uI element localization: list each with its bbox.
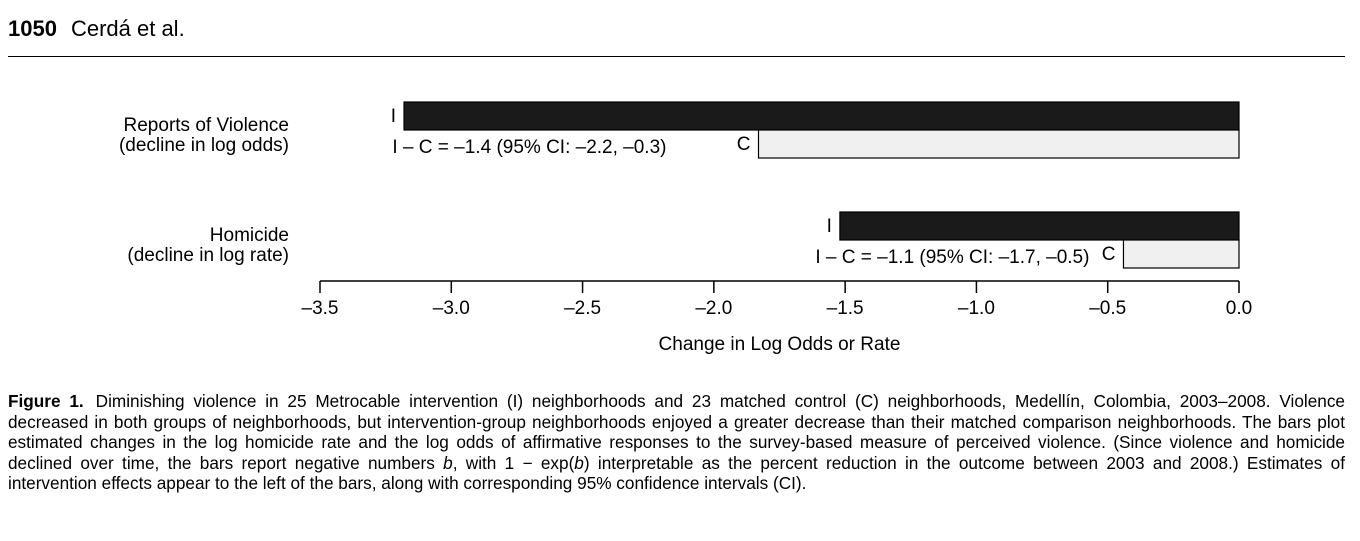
effect-annotation: I – C = –1.4 (95% CI: –2.2, –0.3)	[392, 137, 666, 158]
figure-label: Figure 1.	[8, 391, 84, 411]
category-label: (decline in log rate)	[127, 245, 289, 266]
author-line: Cerdá et al.	[70, 16, 185, 41]
x-tick-label: 0.0	[1226, 298, 1252, 319]
bar-label-c: C	[1102, 244, 1116, 265]
caption-var-b-2: b	[574, 452, 584, 473]
bar-i	[839, 211, 1240, 241]
category-label: Reports of Violence	[124, 115, 289, 136]
category-label: Homicide	[210, 225, 289, 246]
page-number: 1050	[8, 16, 57, 41]
bar-c	[1122, 239, 1240, 269]
bar-label-c: C	[737, 134, 751, 155]
caption-text-3: ) interpretable as the percent reduction…	[8, 452, 1345, 494]
caption-text-1: Diminishing violence in 25 Metrocable in…	[8, 391, 1345, 473]
bar-c	[757, 129, 1240, 159]
effect-annotation: I – C = –1.1 (95% CI: –1.7, –0.5)	[815, 247, 1089, 268]
x-tick-label: –2.5	[564, 298, 601, 319]
x-tick-label: –0.5	[1089, 298, 1126, 319]
x-tick-label: –3.0	[433, 298, 470, 319]
x-tick-label: –1.0	[958, 298, 995, 319]
x-axis-title: Change in Log Odds or Rate	[659, 334, 901, 355]
category-label: (decline in log odds)	[119, 135, 289, 156]
header-rule	[8, 56, 1345, 57]
bar-label-i: I	[391, 106, 396, 127]
x-tick-label: –3.5	[302, 298, 339, 319]
caption-text-2: , with 1 − exp(	[452, 452, 575, 473]
caption-var-b-1: b	[443, 452, 453, 473]
bar-label-i: I	[827, 216, 832, 237]
bar-i	[403, 101, 1240, 131]
running-head: 1050 Cerdá et al.	[8, 14, 185, 44]
bar-chart: Reports of Violence(decline in log odds)…	[119, 101, 1252, 355]
figure-caption: Figure 1. Diminishing violence in 25 Metr…	[8, 391, 1345, 494]
x-tick-label: –2.0	[695, 298, 732, 319]
x-tick-label: –1.5	[827, 298, 864, 319]
